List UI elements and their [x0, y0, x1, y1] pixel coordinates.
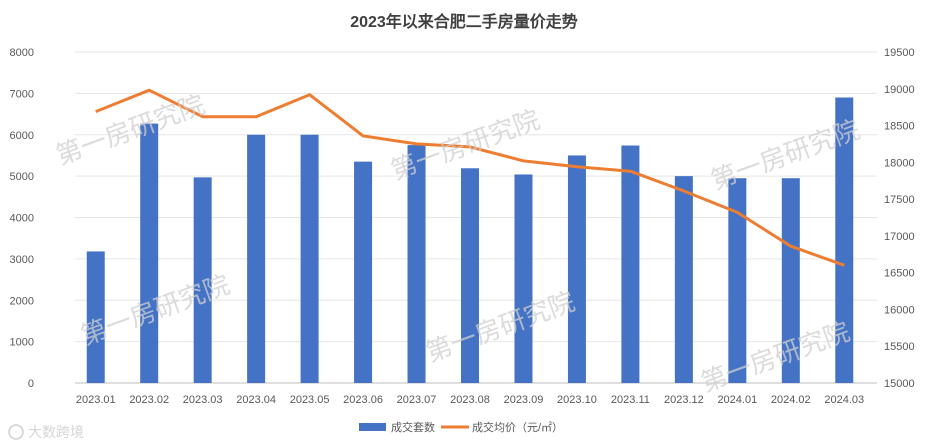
x-tick-label: 2024.02 [771, 394, 811, 406]
bar [354, 161, 373, 383]
source-logo-icon [8, 424, 24, 440]
right-tick-label: 15000 [884, 378, 915, 390]
right-tick-label: 19000 [884, 84, 915, 96]
right-tick-label: 18000 [884, 157, 915, 169]
left-tick-label: 6000 [10, 130, 34, 142]
left-axis-ticks: 0 1000 2000 3000 4000 5000 6000 7000 8000 [10, 47, 34, 390]
line-series-成交均价 [95, 88, 845, 267]
bar [781, 178, 800, 383]
x-tick-label: 2023.07 [397, 394, 437, 406]
legend-label-line: 成交均价（元/㎡） [472, 420, 563, 434]
x-tick-label: 2023.05 [290, 394, 330, 406]
bar [86, 251, 105, 383]
watermark-text: 第一房研究院 [422, 286, 579, 368]
watermark-text: 第一房研究院 [697, 316, 854, 398]
x-tick-label: 2023.04 [236, 394, 276, 406]
x-tick-label: 2023.01 [76, 394, 116, 406]
right-tick-label: 15500 [884, 341, 915, 353]
right-tick-label: 17000 [884, 231, 915, 243]
left-tick-label: 8000 [10, 47, 34, 59]
legend: 成交套数 成交均价（元/㎡） [359, 420, 563, 434]
bar [567, 155, 586, 383]
bar [674, 176, 693, 383]
bar [514, 174, 533, 383]
bar [728, 178, 747, 383]
bar [407, 145, 426, 383]
bars-series-成交套数 [86, 97, 854, 384]
source-mark-text: 大数跨境 [28, 424, 84, 440]
left-tick-label: 4000 [10, 213, 34, 225]
x-tick-label: 2023.09 [504, 394, 544, 406]
x-tick-label: 2023.02 [129, 394, 169, 406]
right-tick-label: 18500 [884, 121, 915, 133]
bar [193, 177, 212, 383]
x-tick-label: 2023.03 [183, 394, 223, 406]
bar [140, 123, 159, 384]
left-tick-label: 1000 [10, 337, 34, 349]
right-tick-label: 16500 [884, 268, 915, 280]
source-mark: 大数跨境 [8, 424, 84, 440]
x-axis-ticks: 2023.01 2023.02 2023.03 2023.04 2023.05 2023.… [76, 394, 864, 406]
x-tick-label: 2023.11 [611, 394, 650, 406]
right-axis-ticks: 15000 15500 16000 16500 17000 17500 18000 18500… [884, 47, 915, 390]
legend-swatch-bar [359, 423, 386, 431]
series-line [95, 88, 845, 267]
bar [621, 145, 640, 383]
x-tick-label: 2023.06 [343, 394, 383, 406]
right-tick-label: 19500 [884, 47, 915, 59]
legend-label-bar: 成交套数 [391, 420, 435, 434]
bar [835, 97, 854, 383]
chart-title: 2023年以来合肥二手房量价走势 [350, 12, 578, 31]
x-tick-label: 2023.12 [664, 394, 704, 406]
bar [247, 134, 266, 383]
bar [300, 134, 319, 383]
x-tick-label: 2023.08 [450, 394, 490, 406]
left-tick-label: 3000 [10, 254, 34, 266]
left-tick-label: 5000 [10, 171, 34, 183]
bar [461, 168, 479, 383]
left-tick-label: 0 [28, 378, 34, 390]
left-tick-label: 7000 [10, 88, 34, 100]
right-tick-label: 16000 [884, 304, 915, 316]
x-tick-label: 2024.03 [824, 394, 864, 406]
left-tick-label: 2000 [10, 295, 34, 307]
x-tick-label: 2023.10 [557, 394, 597, 406]
x-tick-label: 2024.01 [717, 394, 757, 406]
watermark-text: 第一房研究院 [52, 89, 209, 171]
right-tick-label: 17500 [884, 194, 915, 206]
